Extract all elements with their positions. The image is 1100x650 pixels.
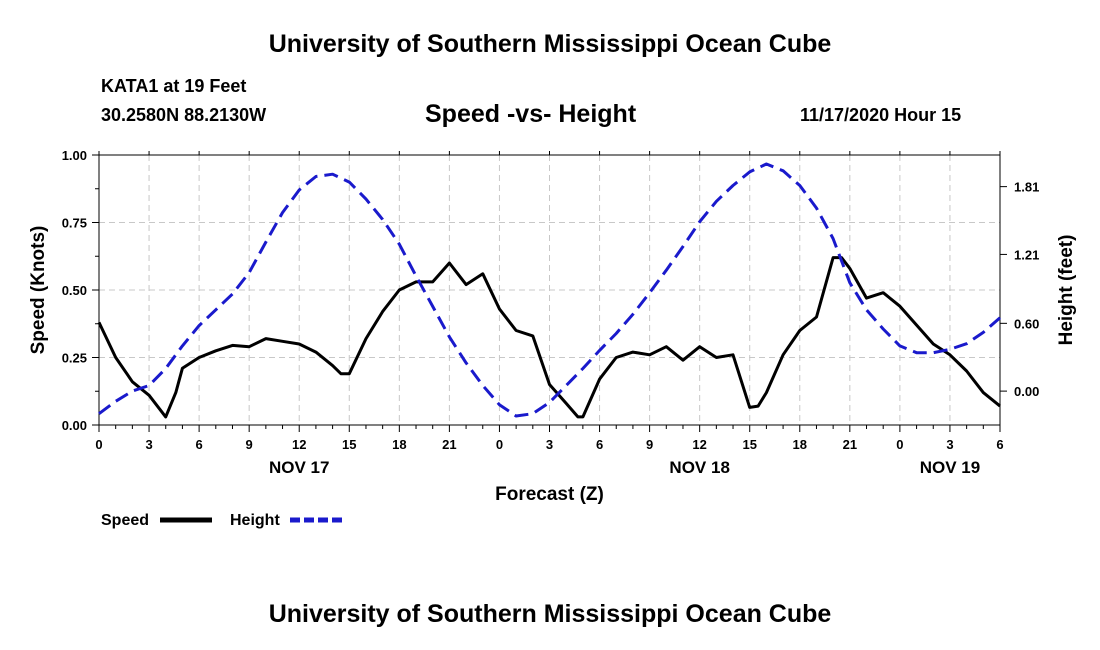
y2-axis-title: Height (feet) bbox=[1056, 235, 1077, 346]
y2-tick-label: 1.21 bbox=[1014, 247, 1039, 262]
y-tick-label: 0.75 bbox=[62, 216, 87, 231]
station-name: KATA1 at 19 Feet bbox=[101, 76, 247, 96]
date-label: NOV 17 bbox=[269, 458, 329, 477]
legend-label-height: Height bbox=[230, 512, 280, 529]
x-tick-label: 3 bbox=[145, 437, 152, 452]
y2-tick-label: 1.81 bbox=[1014, 180, 1039, 195]
x-tick-label: 0 bbox=[496, 437, 503, 452]
x-tick-label: 18 bbox=[392, 437, 406, 452]
x-tick-label: 21 bbox=[843, 437, 857, 452]
legend-label-speed: Speed bbox=[101, 512, 149, 529]
x-tick-label: 0 bbox=[896, 437, 903, 452]
x-tick-label: 9 bbox=[646, 437, 653, 452]
station-coordinates: 30.2580N 88.2130W bbox=[101, 105, 267, 125]
x-tick-label: 6 bbox=[996, 437, 1003, 452]
series-line-height bbox=[98, 162, 1001, 418]
y-tick-label: 0.00 bbox=[62, 418, 87, 433]
y-tick-label: 0.50 bbox=[62, 283, 87, 298]
y2-tick-label: 0.00 bbox=[1014, 384, 1039, 399]
x-tick-label: 21 bbox=[442, 437, 456, 452]
x-tick-label: 6 bbox=[195, 437, 202, 452]
y-tick-label: 1.00 bbox=[62, 148, 87, 163]
x-tick-label: 0 bbox=[95, 437, 102, 452]
y2-tick-label: 0.60 bbox=[1014, 316, 1039, 331]
x-tick-label: 15 bbox=[342, 437, 356, 452]
x-tick-label: 9 bbox=[246, 437, 253, 452]
x-tick-label: 12 bbox=[692, 437, 706, 452]
x-tick-label: 6 bbox=[596, 437, 603, 452]
org-title: University of Southern Mississippi Ocean… bbox=[268, 30, 832, 58]
chart-title: Speed -vs- Height bbox=[425, 100, 637, 128]
date-label: NOV 18 bbox=[669, 458, 729, 477]
date-label: NOV 19 bbox=[920, 458, 980, 477]
x-tick-label: 3 bbox=[546, 437, 553, 452]
y-axis-title: Speed (Knots) bbox=[28, 226, 49, 355]
x-tick-label: 12 bbox=[292, 437, 306, 452]
x-tick-label: 15 bbox=[742, 437, 756, 452]
y-tick-label: 0.25 bbox=[62, 351, 87, 366]
x-tick-label: 18 bbox=[793, 437, 807, 452]
forecast-datetime: 11/17/2020 Hour 15 bbox=[800, 105, 962, 125]
x-tick-label: 3 bbox=[946, 437, 953, 452]
x-axis-title: Forecast (Z) bbox=[495, 484, 604, 505]
org-footer: University of Southern Mississippi Ocean… bbox=[268, 600, 832, 628]
